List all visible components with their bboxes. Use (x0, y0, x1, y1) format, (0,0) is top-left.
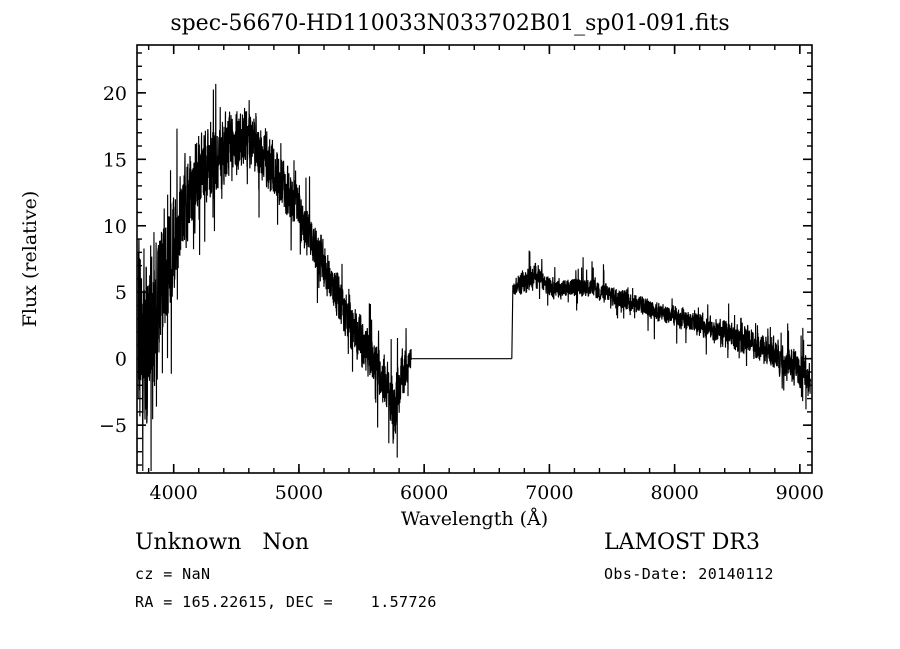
obs-date-label: Obs-Date: 20140112 (604, 565, 774, 583)
x-axis-title: Wavelength (Å) (401, 508, 548, 530)
spectrum-series (137, 83, 413, 472)
x-tick-label: 7000 (525, 482, 573, 504)
coordinates-label: RA = 165.22615, DEC = 1.57726 (135, 593, 437, 611)
spectrum-series (511, 250, 812, 410)
footer-left-block: Unknown Non cz = NaN RA = 165.22615, DEC… (135, 530, 575, 614)
plot-axes (136, 44, 813, 474)
object-class-label: Unknown Non (135, 530, 310, 555)
x-tick-label: 8000 (650, 482, 698, 504)
y-tick-label: −5 (99, 415, 127, 437)
figure-footer: Unknown Non cz = NaN RA = 165.22615, DEC… (0, 530, 900, 649)
x-tick-label: 9000 (776, 482, 824, 504)
y-tick-label: 15 (103, 149, 127, 171)
footer-right-block: LAMOST DR3 Obs-Date: 20140112 (604, 530, 894, 586)
x-tick-label: 5000 (275, 482, 323, 504)
x-tick-label: 6000 (400, 482, 448, 504)
y-tick-label: 10 (103, 216, 127, 238)
y-tick-label: 20 (103, 83, 127, 105)
y-tick-label: 5 (115, 282, 127, 304)
survey-label: LAMOST DR3 (604, 530, 760, 555)
axis-labels: 4000 5000 6000 7000 8000 9000 −5 0 5 10 15 20 Wavele… (19, 83, 824, 530)
page-title: spec-56670-HD110033N033702B01_sp01-091.f… (170, 11, 730, 36)
spectrum-trace (137, 83, 812, 472)
y-axis-title: Flux (relative) (19, 191, 41, 328)
x-tick-label: 4000 (150, 482, 198, 504)
y-tick-label: 0 (115, 349, 127, 371)
redshift-label: cz = NaN (135, 565, 211, 583)
